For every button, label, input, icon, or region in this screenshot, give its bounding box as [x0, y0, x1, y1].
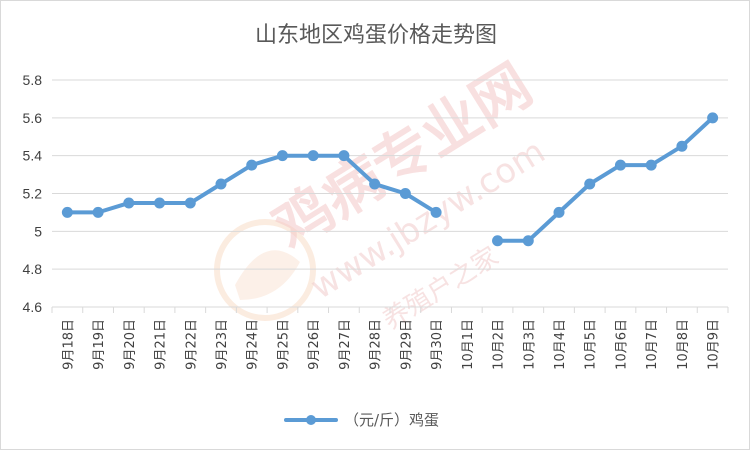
- x-tick-label: 10月3日: [522, 319, 537, 370]
- x-tick-label: 9月22日: [184, 319, 199, 370]
- data-point: [215, 178, 227, 190]
- y-tick-label: 4.8: [23, 261, 43, 277]
- y-tick-label: 5.2: [23, 186, 43, 202]
- x-tick-label: 10月7日: [645, 319, 660, 370]
- x-tick-label: 9月29日: [399, 319, 414, 370]
- data-point: [430, 206, 442, 218]
- x-tick-label: 9月23日: [215, 319, 230, 370]
- x-tick-label: 10月6日: [614, 319, 629, 370]
- data-point: [61, 206, 73, 218]
- legend-label: （元/斤）鸡蛋: [344, 411, 439, 429]
- data-point: [676, 140, 688, 152]
- y-tick-label: 4.6: [23, 299, 43, 315]
- x-tick-label: 10月2日: [492, 319, 507, 370]
- data-point: [123, 197, 135, 209]
- watermark-logo: [214, 219, 316, 321]
- y-axis-ticks: 4.6 4.8 5 5.2 5.4 5.6 5.8: [23, 72, 43, 315]
- legend-swatch-marker: [306, 415, 316, 425]
- x-tick-label: 9月26日: [307, 319, 322, 370]
- data-point: [276, 150, 288, 162]
- data-point: [553, 206, 565, 218]
- x-tick-label: 9月25日: [276, 319, 291, 370]
- x-tick-label: 10月1日: [461, 319, 476, 370]
- data-point: [246, 159, 258, 171]
- x-tick-label: 10月8日: [676, 319, 691, 370]
- data-point: [338, 150, 350, 162]
- x-tick-label: 10月9日: [707, 319, 722, 370]
- data-point: [92, 206, 104, 218]
- x-tick-label: 9月27日: [338, 319, 353, 370]
- legend: （元/斤）鸡蛋: [284, 411, 439, 429]
- x-tick-label: 9月19日: [92, 319, 107, 370]
- data-point: [614, 159, 626, 171]
- data-point: [584, 178, 596, 190]
- x-tick-label: 10月5日: [584, 319, 599, 370]
- x-tick-label: 9月20日: [123, 319, 138, 370]
- x-tick-label: 10月4日: [553, 319, 568, 370]
- data-point: [369, 178, 381, 190]
- x-tick-label: 9月30日: [430, 319, 445, 370]
- chart-title: 山东地区鸡蛋价格走势图: [255, 23, 497, 48]
- x-tick-label: 9月21日: [154, 319, 169, 370]
- data-point: [399, 188, 411, 199]
- x-tick-label: 9月18日: [61, 319, 76, 370]
- series-egg-price: [61, 112, 719, 247]
- data-point: [492, 235, 504, 247]
- gridlines: [51, 79, 729, 313]
- data-point: [307, 150, 319, 162]
- x-axis-ticks: 9月18日 9月19日 9月20日 9月21日 9月22日 9月23日 9月24日 9月25日…: [61, 319, 721, 370]
- data-point: [154, 197, 166, 209]
- y-tick-label: 5.6: [23, 110, 43, 126]
- y-tick-label: 5.8: [23, 72, 43, 88]
- data-point: [645, 159, 657, 171]
- data-point: [707, 112, 719, 124]
- x-tick-label: 9月24日: [246, 319, 261, 370]
- x-tick-label: 9月28日: [369, 319, 384, 370]
- y-tick-label: 5: [34, 223, 42, 239]
- data-point: [522, 235, 534, 247]
- data-point: [184, 197, 196, 209]
- y-tick-label: 5.4: [23, 148, 43, 164]
